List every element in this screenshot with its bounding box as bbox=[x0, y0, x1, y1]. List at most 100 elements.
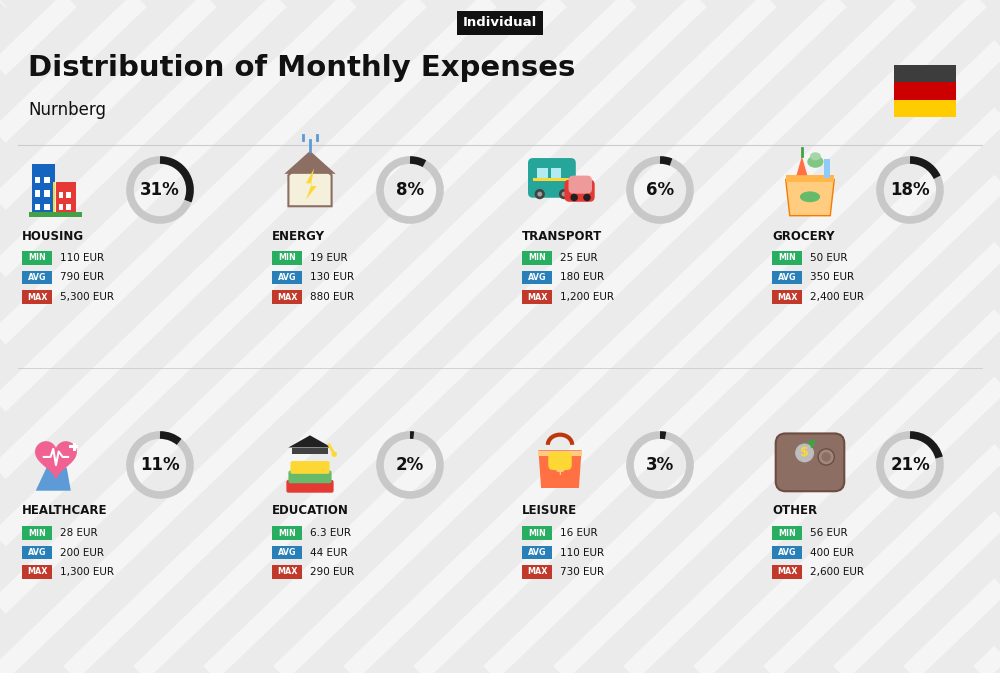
Bar bbox=[56, 182, 76, 216]
Bar bbox=[32, 164, 55, 216]
Bar bbox=[824, 159, 830, 178]
Bar bbox=[894, 65, 956, 82]
Ellipse shape bbox=[810, 152, 821, 160]
Text: AVG: AVG bbox=[28, 548, 46, 557]
Bar bbox=[772, 565, 802, 579]
Polygon shape bbox=[306, 168, 317, 199]
Text: MAX: MAX bbox=[777, 567, 797, 577]
Bar bbox=[772, 251, 802, 264]
Text: 2,400 EUR: 2,400 EUR bbox=[810, 292, 864, 302]
Text: Distribution of Monthly Expenses: Distribution of Monthly Expenses bbox=[28, 54, 575, 82]
Text: MAX: MAX bbox=[527, 567, 547, 577]
Text: AVG: AVG bbox=[528, 273, 546, 282]
Bar bbox=[772, 546, 802, 559]
Bar bbox=[786, 175, 834, 182]
Bar bbox=[44, 190, 50, 197]
Bar bbox=[522, 251, 552, 264]
Text: MAX: MAX bbox=[277, 567, 297, 577]
Text: EDUCATION: EDUCATION bbox=[272, 505, 349, 518]
Circle shape bbox=[583, 194, 591, 201]
Bar bbox=[772, 526, 802, 540]
Text: 110 EUR: 110 EUR bbox=[560, 548, 604, 557]
FancyBboxPatch shape bbox=[776, 433, 844, 491]
Text: 400 EUR: 400 EUR bbox=[810, 548, 854, 557]
FancyBboxPatch shape bbox=[286, 480, 334, 493]
Text: AVG: AVG bbox=[778, 548, 796, 557]
Text: 1,300 EUR: 1,300 EUR bbox=[60, 567, 114, 577]
Text: 11%: 11% bbox=[140, 456, 180, 474]
Bar bbox=[22, 251, 52, 264]
FancyBboxPatch shape bbox=[564, 180, 595, 202]
Text: 50 EUR: 50 EUR bbox=[810, 253, 848, 263]
Bar bbox=[533, 178, 571, 181]
Bar bbox=[272, 271, 302, 284]
FancyBboxPatch shape bbox=[290, 461, 330, 474]
Text: MAX: MAX bbox=[527, 293, 547, 302]
Text: 18%: 18% bbox=[890, 181, 930, 199]
Circle shape bbox=[821, 452, 831, 462]
Bar bbox=[272, 290, 302, 304]
Text: 2,600 EUR: 2,600 EUR bbox=[810, 567, 864, 577]
Polygon shape bbox=[36, 442, 76, 479]
Bar bbox=[894, 82, 956, 100]
Text: $: $ bbox=[800, 446, 809, 460]
Text: GROCERY: GROCERY bbox=[772, 229, 834, 242]
Text: 1,200 EUR: 1,200 EUR bbox=[560, 292, 614, 302]
Text: MIN: MIN bbox=[278, 528, 296, 538]
Text: HOUSING: HOUSING bbox=[22, 229, 84, 242]
Text: 350 EUR: 350 EUR bbox=[810, 273, 854, 283]
Text: AVG: AVG bbox=[278, 548, 296, 557]
Text: 2%: 2% bbox=[396, 456, 424, 474]
Text: 8%: 8% bbox=[396, 181, 424, 199]
Bar bbox=[22, 546, 52, 559]
Text: TRANSPORT: TRANSPORT bbox=[522, 229, 602, 242]
Text: 180 EUR: 180 EUR bbox=[560, 273, 604, 283]
Bar bbox=[522, 546, 552, 559]
Text: MIN: MIN bbox=[778, 528, 796, 538]
Text: 130 EUR: 130 EUR bbox=[310, 273, 354, 283]
Text: HEALTHCARE: HEALTHCARE bbox=[22, 505, 108, 518]
Bar bbox=[894, 100, 956, 117]
Ellipse shape bbox=[807, 155, 824, 168]
Bar bbox=[522, 271, 552, 284]
Bar bbox=[44, 176, 50, 183]
Text: 16 EUR: 16 EUR bbox=[560, 528, 598, 538]
Text: 44 EUR: 44 EUR bbox=[310, 548, 348, 557]
Text: 5,300 EUR: 5,300 EUR bbox=[60, 292, 114, 302]
Circle shape bbox=[332, 452, 337, 457]
Bar bbox=[772, 271, 802, 284]
Bar bbox=[59, 204, 63, 210]
Bar bbox=[69, 445, 78, 448]
Text: 6.3 EUR: 6.3 EUR bbox=[310, 528, 351, 538]
Text: MIN: MIN bbox=[28, 254, 46, 262]
Text: MAX: MAX bbox=[27, 567, 47, 577]
Text: $: $ bbox=[555, 460, 565, 475]
Polygon shape bbox=[288, 156, 332, 206]
Text: 21%: 21% bbox=[890, 456, 930, 474]
Bar bbox=[35, 176, 40, 183]
Text: AVG: AVG bbox=[278, 273, 296, 282]
Bar bbox=[44, 203, 50, 210]
Text: MIN: MIN bbox=[528, 254, 546, 262]
Text: MAX: MAX bbox=[277, 293, 297, 302]
Bar bbox=[73, 443, 76, 451]
Bar bbox=[22, 290, 52, 304]
Polygon shape bbox=[796, 156, 807, 175]
Text: 6%: 6% bbox=[646, 181, 674, 199]
Text: 31%: 31% bbox=[140, 181, 180, 199]
Text: MAX: MAX bbox=[27, 293, 47, 302]
Text: 290 EUR: 290 EUR bbox=[310, 567, 354, 577]
Bar bbox=[35, 203, 40, 210]
Bar bbox=[22, 271, 52, 284]
Bar bbox=[53, 182, 55, 217]
Text: 19 EUR: 19 EUR bbox=[310, 253, 348, 263]
Bar bbox=[22, 565, 52, 579]
Text: LEISURE: LEISURE bbox=[522, 505, 577, 518]
Text: MIN: MIN bbox=[278, 254, 296, 262]
Bar bbox=[59, 192, 63, 198]
Bar bbox=[522, 565, 552, 579]
Text: MIN: MIN bbox=[528, 528, 546, 538]
Polygon shape bbox=[36, 468, 71, 491]
Bar bbox=[272, 526, 302, 540]
Text: 110 EUR: 110 EUR bbox=[60, 253, 104, 263]
